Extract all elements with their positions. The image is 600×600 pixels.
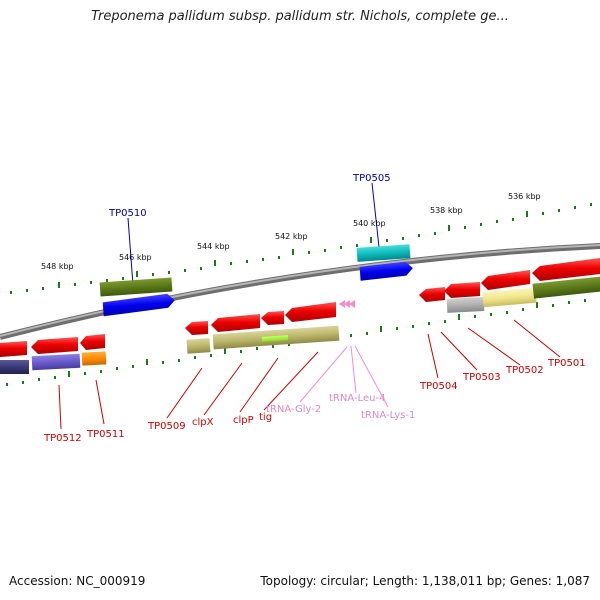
label-tp0501[interactable]: TP0501 bbox=[547, 358, 586, 369]
leader-tp0511 bbox=[95, 379, 105, 425]
tp0512-navy-bar[interactable] bbox=[0, 360, 29, 374]
label-tp0509[interactable]: TP0509 bbox=[147, 421, 186, 432]
leader-lines bbox=[58, 182, 561, 430]
trna-gly2-marker[interactable] bbox=[339, 300, 345, 308]
tp0509-khaki-bar[interactable] bbox=[186, 338, 211, 354]
tp0502-yellow-bar[interactable] bbox=[482, 287, 537, 308]
label-clpx[interactable]: clpX bbox=[192, 417, 214, 428]
leader-tp0501 bbox=[513, 319, 561, 358]
leader-tp0512 bbox=[58, 384, 62, 430]
tp0505-blue-arrow[interactable] bbox=[359, 261, 414, 281]
clpp-lime-bar[interactable] bbox=[261, 335, 289, 342]
leader-tp0504 bbox=[427, 333, 439, 379]
gene-tp0504-red[interactable] bbox=[419, 287, 445, 302]
scale-label-538: 538 kbp bbox=[430, 206, 463, 215]
genome-summary-text: Topology: circular; Length: 1,138,011 bp… bbox=[260, 574, 590, 588]
leader-tp0510 bbox=[127, 217, 134, 286]
tp0512-purple-bar[interactable] bbox=[31, 353, 81, 371]
tp0510-blue-arrow[interactable] bbox=[102, 293, 175, 317]
label-trna-leu4[interactable]: tRNA-Leu-4 bbox=[329, 393, 385, 404]
label-tp0505[interactable]: TP0505 bbox=[352, 173, 391, 184]
leader-trna-lys1 bbox=[354, 345, 389, 408]
forward-track bbox=[99, 244, 414, 317]
label-tp0510[interactable]: TP0510 bbox=[108, 208, 147, 219]
label-tp0504[interactable]: TP0504 bbox=[419, 381, 458, 392]
gene-tig-red[interactable] bbox=[285, 302, 336, 322]
tp0510-olive-bar[interactable] bbox=[99, 277, 173, 297]
genome-title: Treponema pallidum subsp. pallidum str. … bbox=[91, 9, 509, 24]
label-tp0512[interactable]: TP0512 bbox=[43, 433, 82, 444]
tp0505-cyan-bar[interactable] bbox=[356, 244, 411, 262]
leader-trna-gly2 bbox=[299, 346, 348, 403]
leader-trna-leu4 bbox=[350, 345, 357, 394]
label-clpp[interactable]: clpP bbox=[233, 415, 254, 426]
scale-label-544: 544 kbp bbox=[197, 242, 230, 251]
gene-tp0502-red[interactable] bbox=[481, 270, 530, 290]
tp0501-olive-bar[interactable] bbox=[532, 276, 600, 299]
tp0511-orange-bar[interactable] bbox=[81, 351, 107, 366]
upper-scale-ring bbox=[10, 203, 592, 294]
leader-clpx bbox=[203, 362, 243, 416]
gene-clpx-red[interactable] bbox=[211, 314, 260, 332]
leader-tp0505 bbox=[371, 182, 380, 248]
reverse-track bbox=[0, 258, 600, 374]
genome-backbone-highlight bbox=[0, 244, 600, 337]
gene-clpp-red[interactable] bbox=[261, 311, 284, 325]
tp0503-gray-bar[interactable] bbox=[446, 297, 485, 313]
label-tp0511[interactable]: TP0511 bbox=[86, 429, 125, 440]
gene-tp0512-red[interactable] bbox=[31, 337, 78, 354]
leader-tp0502 bbox=[467, 327, 521, 366]
scale-label-542: 542 kbp bbox=[275, 232, 308, 241]
leader-tig bbox=[263, 351, 319, 411]
gene-tp0501-red[interactable] bbox=[532, 258, 600, 281]
leader-tp0503 bbox=[440, 331, 478, 371]
scale-label-546: 546 kbp bbox=[119, 253, 152, 262]
gene-labels: TP0510 TP0505 TP0512 TP0511 TP0509 clpX … bbox=[43, 173, 586, 444]
trna-leu4-marker[interactable] bbox=[344, 300, 350, 308]
label-tig[interactable]: tig bbox=[259, 412, 272, 423]
label-trna-lys1[interactable]: tRNA-Lys-1 bbox=[361, 410, 415, 421]
gene-tp0511-red[interactable] bbox=[80, 334, 105, 350]
scale-label-536: 536 kbp bbox=[508, 192, 541, 201]
gene-tp0503-red[interactable] bbox=[444, 282, 480, 298]
scale-label-540: 540 kbp bbox=[353, 219, 386, 228]
scale-label-548: 548 kbp bbox=[41, 262, 74, 271]
leader-clpp bbox=[239, 357, 279, 413]
label-tp0503[interactable]: TP0503 bbox=[462, 372, 501, 383]
accession-text: Accession: NC_000919 bbox=[9, 574, 146, 588]
leader-tp0509 bbox=[166, 367, 203, 419]
gene-tp0512-left-red[interactable] bbox=[0, 341, 27, 357]
label-trna-gly2[interactable]: tRNA-Gly-2 bbox=[266, 404, 321, 415]
gene-tp0509-red[interactable] bbox=[185, 321, 208, 335]
label-tp0502[interactable]: TP0502 bbox=[505, 365, 544, 376]
trna-lys1-marker[interactable] bbox=[349, 300, 355, 308]
